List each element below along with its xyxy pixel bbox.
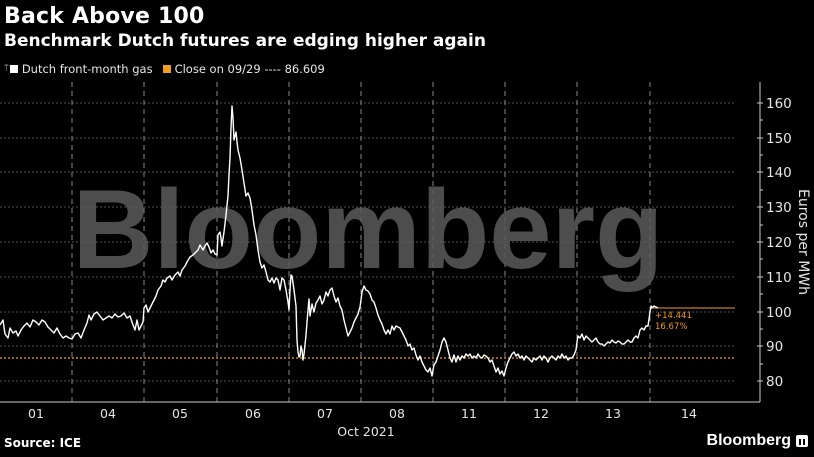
svg-text:04: 04 — [100, 406, 116, 421]
horizontal-gridlines — [0, 102, 735, 382]
brand-label: Bloomberg — [706, 432, 791, 449]
svg-text:130: 130 — [766, 200, 792, 216]
svg-text:120: 120 — [766, 235, 792, 251]
svg-text:160: 160 — [766, 96, 792, 112]
y-axis-labels: 160 150 140 130 120 110 100 90 80 — [766, 96, 792, 390]
svg-text:140: 140 — [766, 165, 792, 181]
x-axis-title: Oct 2021 — [337, 424, 394, 439]
bloomberg-watermark: Bloomberg — [72, 167, 663, 292]
legend: ⍑ Dutch front-month gas Close on 09/29 -… — [4, 62, 335, 76]
svg-text:100: 100 — [766, 305, 792, 321]
bloomberg-brand: Bloomberg — [707, 432, 808, 450]
legend-item-gas: Dutch front-month gas — [9, 62, 153, 76]
pin-icon[interactable]: ⍑ — [4, 64, 9, 73]
bloomberg-logo-icon — [796, 435, 808, 447]
x-axis-labels: 01 04 05 06 07 08 11 12 13 14 — [28, 406, 697, 421]
svg-text:01: 01 — [28, 406, 44, 421]
legend-item-close: Close on 09/29 ---- 86.609 — [162, 62, 325, 76]
svg-text:07: 07 — [317, 406, 333, 421]
source-note: Source: ICE — [4, 436, 82, 450]
svg-text:90: 90 — [766, 339, 783, 355]
legend-label: Close on 09/29 ---- 86.609 — [174, 62, 325, 76]
svg-text:06: 06 — [245, 406, 261, 421]
svg-text:14: 14 — [681, 406, 697, 421]
svg-text:80: 80 — [766, 374, 783, 390]
svg-text:150: 150 — [766, 131, 792, 147]
svg-text:11: 11 — [461, 406, 477, 421]
legend-swatch-orange — [162, 65, 171, 73]
svg-text:13: 13 — [605, 406, 621, 421]
chart-subtitle: Benchmark Dutch futures are edging highe… — [4, 31, 486, 51]
gas-price-line — [0, 105, 659, 377]
chart-title: Back Above 100 — [4, 4, 205, 29]
svg-text:05: 05 — [172, 406, 188, 421]
y-axis-title: Euros per MWh — [795, 189, 811, 295]
change-annotation: +14.441 — [655, 311, 692, 321]
svg-text:08: 08 — [389, 406, 405, 421]
svg-text:12: 12 — [533, 406, 549, 421]
legend-swatch-white — [9, 65, 18, 73]
percent-annotation: 16.67% — [655, 322, 687, 332]
svg-text:110: 110 — [766, 270, 792, 286]
legend-label: Dutch front-month gas — [21, 62, 153, 76]
y-axis-ticks — [757, 102, 763, 382]
